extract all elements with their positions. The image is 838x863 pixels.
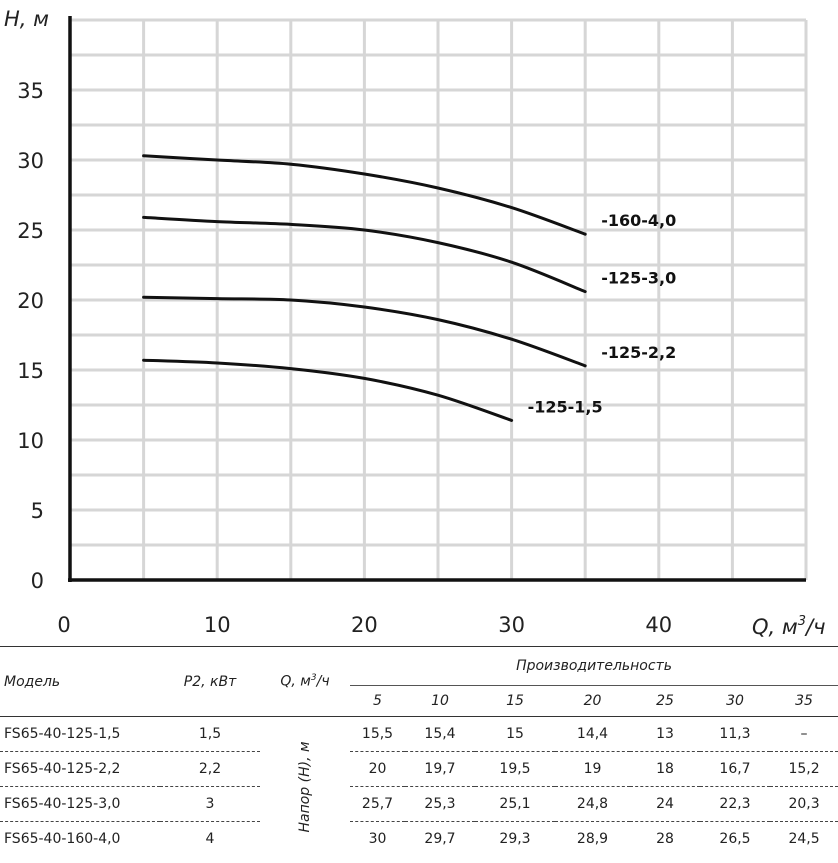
head-value-cell: 28 [630,821,700,856]
model-cell: FS65-40-125-2,2 [0,751,160,787]
head-value-cell: 22,3 [700,786,770,822]
head-value-cell: 14,4 [576,726,609,742]
series-label: -125-2,2 [601,343,676,362]
head-value-cell: 16,7 [700,751,770,787]
header-flow-value: 25 [630,685,700,717]
head-value-cell: 24,5 [770,821,838,856]
series-line [142,295,587,368]
series-label: -125-1,5 [528,397,603,416]
y-tick-label: 35 [17,79,44,103]
header-flow-value: 10 [405,685,475,717]
y-tick-label: 0 [31,569,44,593]
head-value-cell: 15,2 [770,751,838,787]
head-value-cell: 25,7 [350,786,405,822]
head-value-cell: 13 [656,726,674,742]
header-model: Модель [4,673,61,690]
head-label-cell: Напор (H), м [260,717,350,857]
head-value-cell: 15 [506,726,524,742]
head-value-cell: 24,8 [555,786,630,822]
x-axis-title: Q, м3/ч [752,614,826,639]
series-line [142,154,587,236]
head-value-cell: 20,3 [770,786,838,822]
head-value-cell: 30 [350,821,405,856]
head-value-cell: 19,5 [475,751,555,787]
chart-grid [70,18,808,580]
head-value-cell: 18 [630,751,700,787]
chart-axes [68,16,806,582]
series-line [142,358,514,422]
x-tick-label: 20 [351,613,378,637]
table-row: FS65-40-125-1,5 1,5 Напор (H), м 15,5 15,4 15… [0,716,838,832]
power-cell: 4 [160,821,260,856]
table-row: FS65-40-160-4,0 4 30 29,7 29,3 28,9 28 26,5 24,5 [0,821,838,856]
power-cell: 1,5 [198,726,222,742]
head-value-cell: 20 [350,751,405,787]
head-value-cell: 25,3 [405,786,475,822]
head-value-cell: 25,1 [475,786,555,822]
y-tick-label: 5 [31,499,44,523]
power-cell: 3 [160,786,260,822]
header-p2: P2, кВт [183,673,237,690]
head-value-cell: 19 [555,751,630,787]
head-value-cell: 24 [630,786,700,822]
chart-series: -160-4,0 -125-3,0 -125-2,2 -125-1,5 [142,154,676,422]
y-tick-label: 30 [17,149,44,173]
head-value-cell: 29,7 [405,821,475,856]
series-line [142,215,587,294]
header-flow-value: 15 [475,685,555,717]
head-value-cell: – [800,726,808,742]
table-row: FS65-40-125-2,2 2,2 20 19,7 19,5 19 18 16,7 15,2 [0,751,838,787]
head-value-cell: 29,3 [475,821,555,856]
pump-curve-chart: 0 5 10 15 20 25 30 35 0 10 20 30 40 -160-4,0 -125-3,0… [4,7,826,639]
head-value-cell: 19,7 [405,751,475,787]
model-cell: FS65-40-160-4,0 [0,821,160,856]
header-performance: Производительность [516,658,672,674]
y-tick-label: 10 [17,429,44,453]
header-flow-value: 30 [700,685,770,717]
series-label: -125-3,0 [601,269,676,288]
chart-ticks: 0 5 10 15 20 25 30 35 0 10 20 30 40 [17,79,672,637]
head-value-cell: 28,9 [555,821,630,856]
series-label: -160-4,0 [601,211,676,230]
power-cell: 2,2 [160,751,260,787]
y-tick-label: 25 [17,219,44,243]
model-cell: FS65-40-125-3,0 [0,786,160,822]
performance-table: Модель P2, кВт Q, м3/ч Производительност… [0,646,838,856]
header-q: Q, м3/ч [280,673,330,690]
x-tick-label: 0 [57,613,70,637]
head-value-cell: 15,4 [424,726,456,742]
y-tick-label: 15 [17,359,44,383]
x-tick-label: 40 [645,613,672,637]
head-value-cell: 15,5 [361,726,394,742]
header-flow-value: 20 [555,685,630,717]
model-cell: FS65-40-125-1,5 [4,726,121,742]
head-value-cell: 26,5 [700,821,770,856]
y-axis-title: H, м [4,7,49,31]
header-flow-value: 5 [350,685,405,717]
y-tick-label: 20 [17,289,44,313]
x-tick-label: 10 [204,613,231,637]
head-label: Напор (H), м [297,740,313,833]
header-flow-value: 35 [770,685,838,717]
table-row: FS65-40-125-3,0 3 25,7 25,3 25,1 24,8 24 22,3 20… [0,786,838,822]
x-tick-label: 30 [498,613,525,637]
head-value-cell: 11,3 [719,726,751,742]
